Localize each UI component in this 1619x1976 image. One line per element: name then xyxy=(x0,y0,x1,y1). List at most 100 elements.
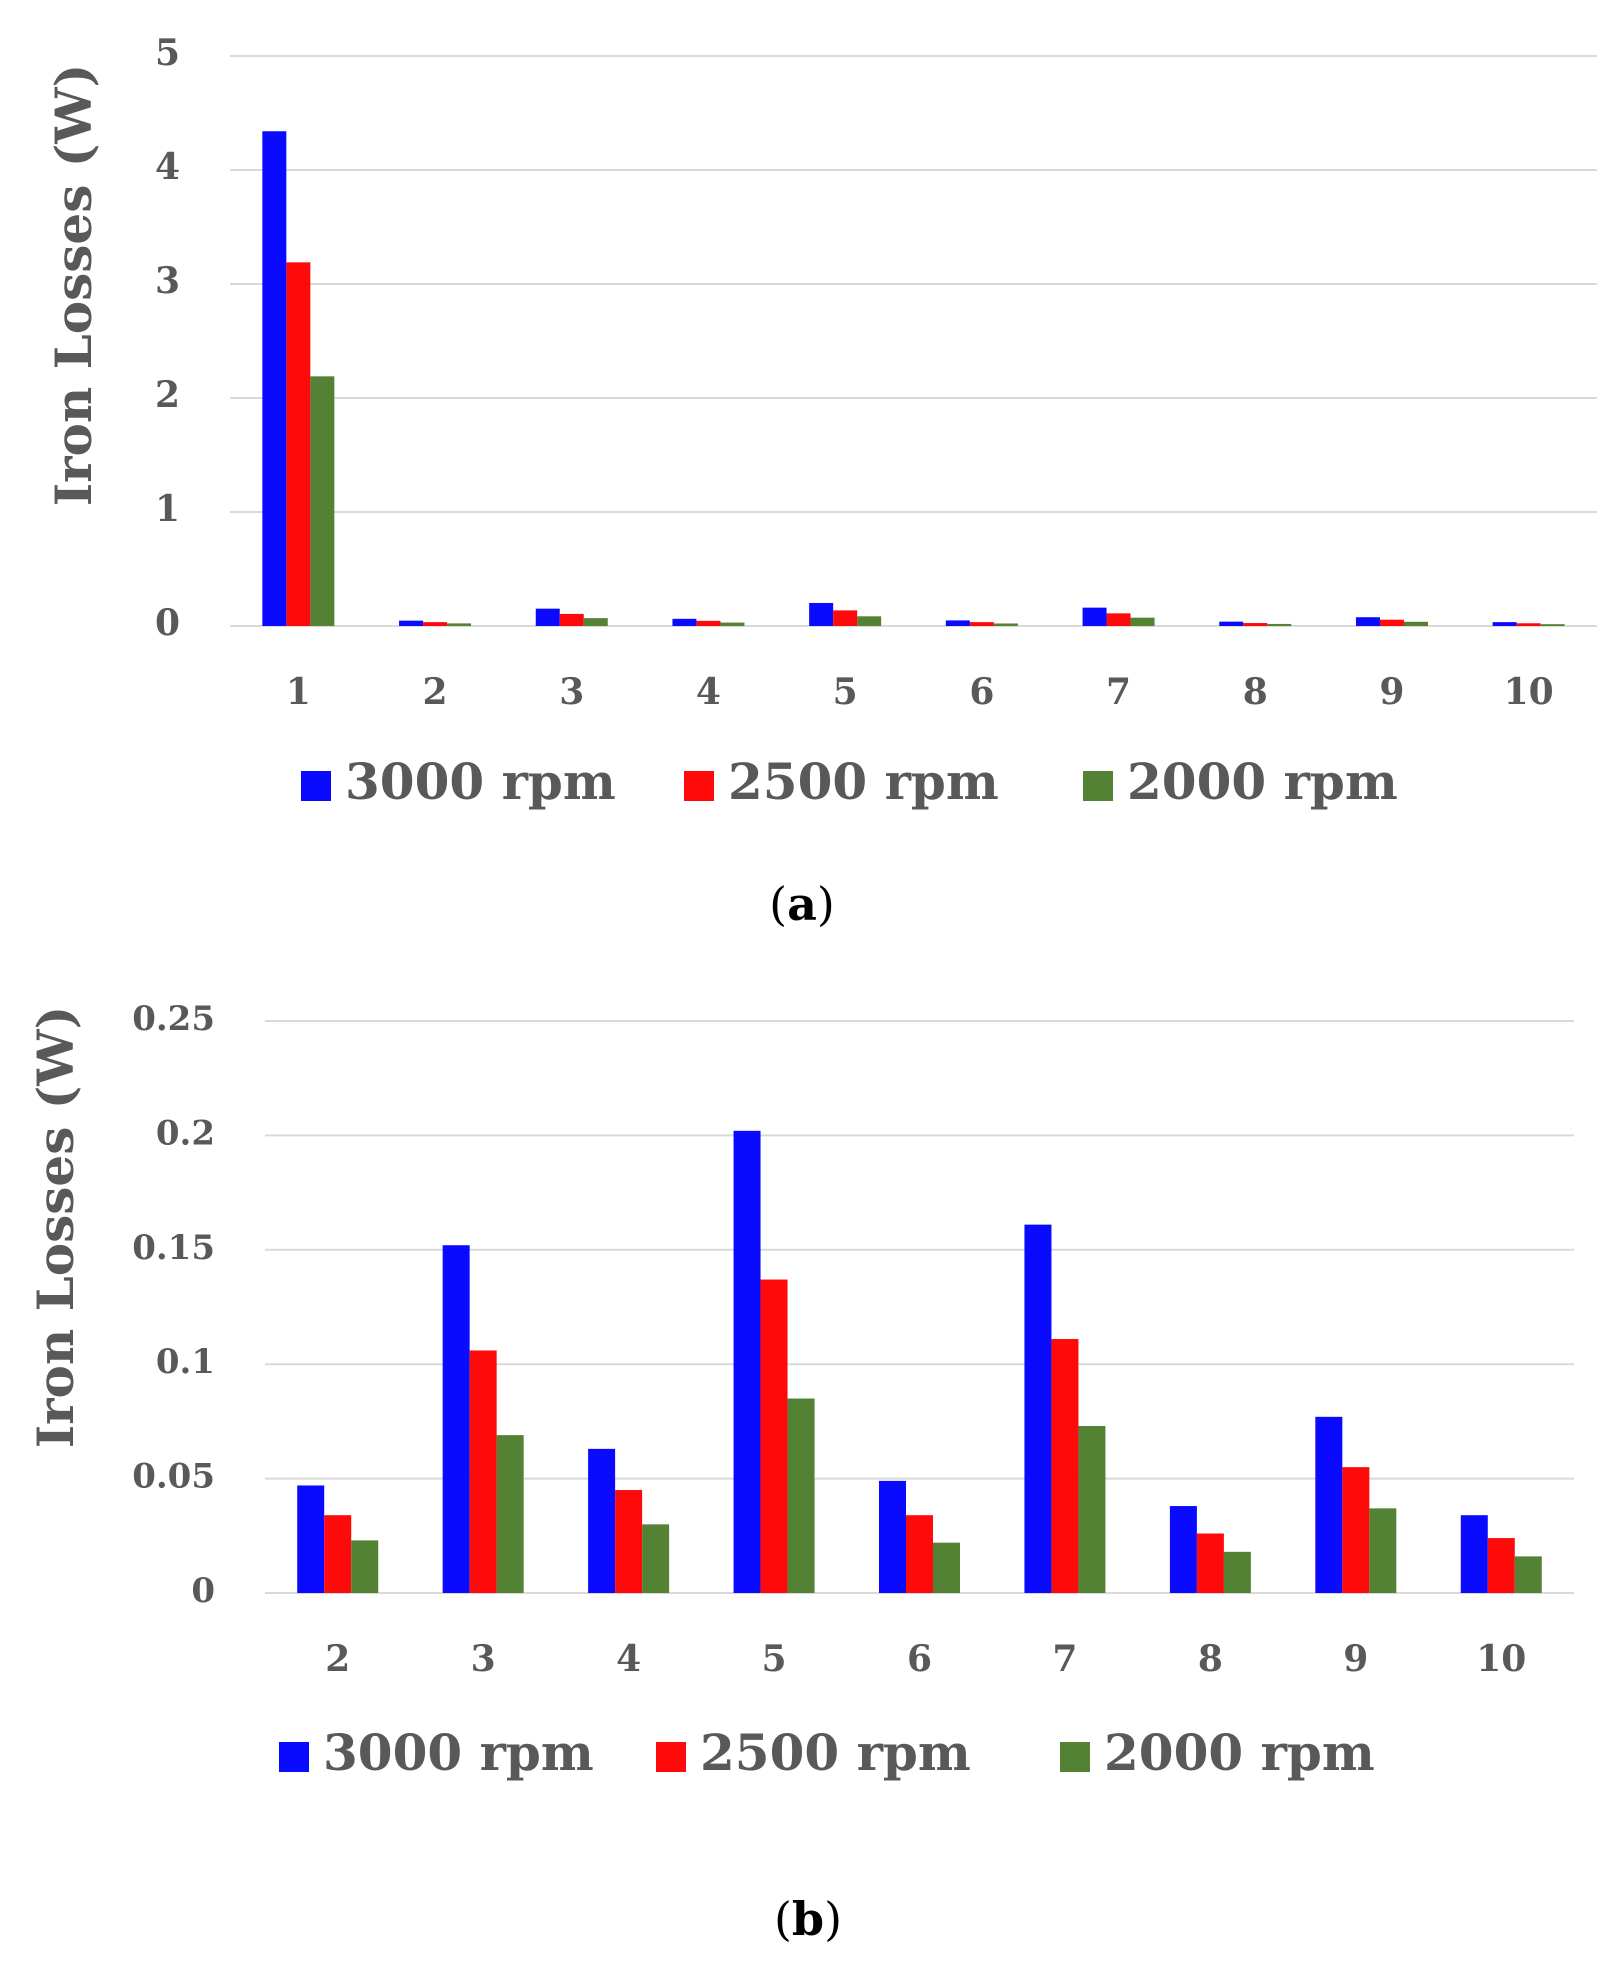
y-tick-label: 0.1 xyxy=(156,1342,215,1382)
bar-3000-rpm-2 xyxy=(297,1485,325,1593)
bar-2000-rpm-4 xyxy=(720,622,745,626)
legend-label: 3000 rpm xyxy=(345,752,616,811)
y-tick-label: 0 xyxy=(155,602,180,644)
x-tick-label: 5 xyxy=(833,671,858,713)
x-tick-label: 4 xyxy=(616,1638,641,1680)
gridlines xyxy=(230,55,1597,627)
bar-2000-rpm-5 xyxy=(857,616,882,626)
bar-3000-rpm-7 xyxy=(1082,607,1107,626)
bar-2500-rpm-6 xyxy=(906,1515,933,1593)
bar-2000-rpm-8 xyxy=(1267,623,1292,626)
bar-3000-rpm-9 xyxy=(1315,1416,1343,1593)
x-tick-label: 4 xyxy=(696,671,721,713)
bar-2000-rpm-8 xyxy=(1223,1551,1251,1593)
bar-2000-rpm-1 xyxy=(310,376,335,626)
bar-2500-rpm-3 xyxy=(469,1350,497,1593)
x-tick-label: 8 xyxy=(1243,671,1268,713)
y-axis-label: Iron Losses (W) xyxy=(44,64,103,506)
bar-2000-rpm-3 xyxy=(583,618,608,626)
chart-panel-b: Iron Losses (W) 0 0.05 0.1 0.15 0.2 0.25 2 3 4 5… xyxy=(26,999,1574,1946)
legend: 3000 rpm 2500 rpm 2000 rpm xyxy=(301,752,1398,811)
bar-2500-rpm-1 xyxy=(286,262,311,626)
bar-3000-rpm-8 xyxy=(1169,1506,1197,1593)
bar-3000-rpm-1 xyxy=(262,131,287,627)
bar-2000-rpm-6 xyxy=(933,1542,960,1593)
x-tick-label: 10 xyxy=(1476,1638,1526,1680)
bar-3000-rpm-10 xyxy=(1492,622,1517,626)
caption-b: (b) xyxy=(774,1892,842,1946)
legend-label: 2000 rpm xyxy=(1104,1723,1375,1782)
x-tick-label: 3 xyxy=(559,671,584,713)
bar-3000-rpm-10 xyxy=(1460,1515,1488,1593)
y-tick-label: 5 xyxy=(155,32,180,74)
y-axis-label: Iron Losses (W) xyxy=(26,1006,85,1448)
x-tick-label: 6 xyxy=(907,1638,932,1680)
x-tick-labels: 2 3 4 5 6 7 8 9 10 xyxy=(325,1638,1526,1680)
bar-2500-rpm-5 xyxy=(833,610,858,626)
y-tick-label: 2 xyxy=(155,374,180,416)
y-tick-label: 0.05 xyxy=(132,1457,215,1497)
y-tick-label: 0.2 xyxy=(156,1113,215,1153)
bar-2500-rpm-4 xyxy=(696,620,721,626)
y-tick-label: 0 xyxy=(191,1571,215,1611)
bar-3000-rpm-4 xyxy=(672,618,697,626)
bar-3000-rpm-8 xyxy=(1219,621,1244,626)
bar-3000-rpm-3 xyxy=(535,608,560,626)
legend: 3000 rpm 2500 rpm 2000 rpm xyxy=(279,1723,1375,1782)
x-tick-labels: 1 2 3 4 5 6 7 8 9 10 xyxy=(286,671,1554,713)
bar-2500-rpm-9 xyxy=(1342,1467,1370,1593)
x-tick-label: 10 xyxy=(1504,671,1554,713)
bar-2500-rpm-6 xyxy=(969,622,994,626)
bar-2000-rpm-10 xyxy=(1540,624,1565,626)
bar-2500-rpm-4 xyxy=(615,1490,643,1593)
bar-3000-rpm-9 xyxy=(1355,617,1380,626)
legend-swatch xyxy=(684,771,714,801)
bar-2000-rpm-3 xyxy=(496,1435,524,1593)
legend-swatch xyxy=(279,1742,309,1772)
bar-2500-rpm-7 xyxy=(1051,1339,1079,1593)
bar-3000-rpm-6 xyxy=(945,620,970,626)
bars xyxy=(262,131,1565,627)
y-tick-labels: 0 1 2 3 4 5 xyxy=(155,32,180,644)
x-tick-label: 5 xyxy=(762,1638,787,1680)
caption-a: (a) xyxy=(769,877,835,931)
x-tick-label: 6 xyxy=(969,671,994,713)
y-tick-labels: 0 0.05 0.1 0.15 0.2 0.25 xyxy=(132,999,215,1611)
bar-2500-rpm-3 xyxy=(559,613,584,626)
x-tick-label: 1 xyxy=(286,671,311,713)
legend-swatch xyxy=(1060,1742,1090,1772)
y-tick-label: 0.25 xyxy=(132,999,215,1039)
bar-2000-rpm-9 xyxy=(1369,1508,1397,1593)
bar-3000-rpm-4 xyxy=(588,1448,616,1593)
legend-swatch xyxy=(301,771,331,801)
y-tick-label: 4 xyxy=(155,146,180,188)
bar-2000-rpm-9 xyxy=(1403,621,1428,626)
y-tick-label: 1 xyxy=(155,488,180,530)
bar-3000-rpm-5 xyxy=(733,1130,761,1593)
bar-2000-rpm-5 xyxy=(787,1398,815,1593)
bar-2500-rpm-10 xyxy=(1516,623,1541,626)
x-tick-label: 2 xyxy=(325,1638,350,1680)
bar-2500-rpm-2 xyxy=(324,1515,352,1593)
bar-3000-rpm-5 xyxy=(809,602,834,626)
bar-2500-rpm-10 xyxy=(1487,1538,1515,1593)
bar-2500-rpm-5 xyxy=(760,1279,788,1593)
x-tick-label: 8 xyxy=(1198,1638,1223,1680)
bar-2000-rpm-7 xyxy=(1078,1425,1106,1593)
bar-2500-rpm-2 xyxy=(423,622,448,626)
x-tick-label: 9 xyxy=(1343,1638,1368,1680)
bar-2000-rpm-2 xyxy=(447,623,472,626)
bar-2500-rpm-8 xyxy=(1243,623,1268,626)
bar-2000-rpm-4 xyxy=(642,1524,670,1593)
x-tick-label: 3 xyxy=(471,1638,496,1680)
bar-2500-rpm-9 xyxy=(1379,619,1404,626)
y-tick-label: 0.15 xyxy=(132,1228,215,1268)
bars xyxy=(297,1130,1542,1593)
bar-3000-rpm-7 xyxy=(1024,1224,1052,1593)
x-tick-label: 7 xyxy=(1052,1638,1077,1680)
legend-swatch xyxy=(1083,771,1113,801)
bar-2000-rpm-7 xyxy=(1130,617,1155,626)
x-tick-label: 2 xyxy=(423,671,448,713)
bar-2500-rpm-8 xyxy=(1196,1533,1224,1593)
